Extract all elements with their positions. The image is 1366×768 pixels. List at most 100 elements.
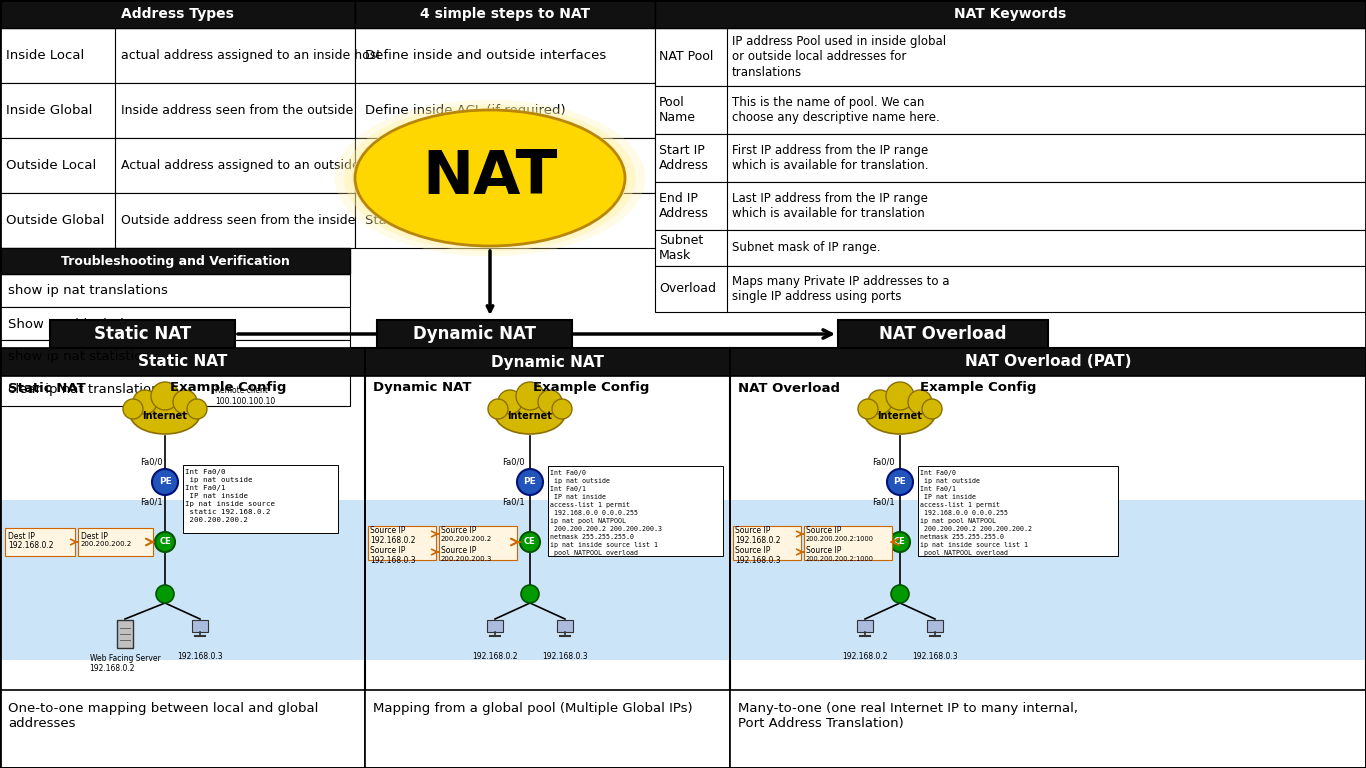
Text: 4 simple steps to NAT: 4 simple steps to NAT xyxy=(419,7,590,21)
Bar xyxy=(0,690,365,768)
Bar xyxy=(0,83,355,138)
Ellipse shape xyxy=(355,110,626,246)
Text: Example Config: Example Config xyxy=(533,382,649,395)
Bar xyxy=(1,500,363,660)
Text: actual address assigned to an inside host: actual address assigned to an inside hos… xyxy=(122,49,381,62)
Text: 192.168.0.0 0.0.0.255: 192.168.0.0 0.0.0.255 xyxy=(550,510,638,516)
Text: Source IP: Source IP xyxy=(735,526,770,535)
Bar xyxy=(837,320,1048,348)
Circle shape xyxy=(922,399,943,419)
Text: show ip nat translations: show ip nat translations xyxy=(8,284,168,297)
Text: NAT: NAT xyxy=(422,148,557,207)
Text: ip nat outside: ip nat outside xyxy=(550,478,611,484)
Text: 192.168.0.0 0.0.0.255: 192.168.0.0 0.0.0.255 xyxy=(919,510,1008,516)
Text: Maps many Private IP addresses to a
single IP address using ports: Maps many Private IP addresses to a sing… xyxy=(732,275,949,303)
Text: Inside Global: Inside Global xyxy=(5,104,93,117)
Circle shape xyxy=(156,585,173,603)
Text: 192.168.0.2: 192.168.0.2 xyxy=(843,652,888,661)
Ellipse shape xyxy=(344,104,635,251)
Circle shape xyxy=(516,382,544,410)
Text: Internet: Internet xyxy=(142,411,187,421)
Text: NAT Overload: NAT Overload xyxy=(738,382,840,395)
Text: NAT Pool: NAT Pool xyxy=(658,51,713,64)
Bar xyxy=(0,193,355,248)
Circle shape xyxy=(516,469,544,495)
Bar xyxy=(0,28,355,83)
Text: Inside address seen from the outside: Inside address seen from the outside xyxy=(122,104,354,117)
Text: NAT Keywords: NAT Keywords xyxy=(955,7,1067,21)
Text: Dynamic NAT: Dynamic NAT xyxy=(490,355,604,369)
Bar xyxy=(367,526,436,560)
Bar xyxy=(0,348,365,376)
Text: Static NAT: Static NAT xyxy=(8,382,86,395)
Text: show ip nat statistics: show ip nat statistics xyxy=(8,350,149,363)
Text: Source IP: Source IP xyxy=(441,546,477,555)
Text: pool NATPOOL overload: pool NATPOOL overload xyxy=(550,550,638,556)
Bar xyxy=(438,526,516,560)
Bar xyxy=(856,620,873,632)
Text: ip nat inside source list 1: ip nat inside source list 1 xyxy=(919,542,1029,548)
Bar xyxy=(0,307,350,340)
Text: Start NAT: Start NAT xyxy=(365,214,428,227)
Bar xyxy=(805,526,892,560)
Bar xyxy=(731,500,1365,660)
Text: Static NAT: Static NAT xyxy=(138,355,227,369)
Bar xyxy=(656,28,1366,86)
Text: clear ip nat translations: clear ip nat translations xyxy=(8,383,167,396)
Text: Source IP: Source IP xyxy=(806,546,841,555)
Bar xyxy=(78,528,153,556)
Text: CE: CE xyxy=(158,538,171,547)
Text: IP nat inside: IP nat inside xyxy=(919,494,975,500)
Text: static 192.168.0.2: static 192.168.0.2 xyxy=(184,509,270,515)
Bar xyxy=(656,230,1366,266)
Bar xyxy=(928,620,943,632)
Text: Troubleshooting and Verification: Troubleshooting and Verification xyxy=(60,254,290,267)
Bar xyxy=(656,266,1366,312)
Bar xyxy=(656,86,1366,134)
Text: 200.200.200.2:1000: 200.200.200.2:1000 xyxy=(806,556,874,562)
Bar xyxy=(729,690,1366,768)
Circle shape xyxy=(154,532,175,552)
Text: Dynamic NAT: Dynamic NAT xyxy=(413,325,535,343)
Text: Start IP
Address: Start IP Address xyxy=(658,144,709,172)
Text: IP nat inside: IP nat inside xyxy=(550,494,607,500)
Bar xyxy=(0,248,350,274)
Bar xyxy=(0,373,350,406)
Bar xyxy=(734,526,800,560)
Text: Source IP: Source IP xyxy=(370,546,406,555)
Text: Internet: Internet xyxy=(508,411,552,421)
Bar xyxy=(557,620,572,632)
Text: This is the name of pool. We can
choose any descriptive name here.: This is the name of pool. We can choose … xyxy=(732,96,940,124)
Text: 192.168.0.3: 192.168.0.3 xyxy=(542,652,587,661)
Bar xyxy=(117,620,133,648)
Text: 192.168.0.2: 192.168.0.2 xyxy=(473,652,518,661)
Text: pool NATPOOL overload: pool NATPOOL overload xyxy=(919,550,1008,556)
Bar xyxy=(729,348,1366,376)
Text: One-to-one mapping between local and global
addresses: One-to-one mapping between local and glo… xyxy=(8,702,318,730)
Text: Fa0/1: Fa0/1 xyxy=(139,498,163,507)
Text: ip nat inside source list 1: ip nat inside source list 1 xyxy=(550,542,658,548)
Text: Dynamic NAT: Dynamic NAT xyxy=(373,382,471,395)
Text: Static NAT: Static NAT xyxy=(94,325,191,343)
Text: Overload: Overload xyxy=(658,283,716,296)
Bar xyxy=(0,340,350,373)
Ellipse shape xyxy=(494,394,566,434)
Text: PE: PE xyxy=(523,478,537,486)
Text: Remote client
100.100.100.10: Remote client 100.100.100.10 xyxy=(214,386,276,406)
Ellipse shape xyxy=(352,108,628,247)
Circle shape xyxy=(520,532,540,552)
Text: Int Fa0/0: Int Fa0/0 xyxy=(184,469,225,475)
Text: netmask 255.255.255.0: netmask 255.255.255.0 xyxy=(550,534,634,540)
Text: Int Fa0/1: Int Fa0/1 xyxy=(550,486,586,492)
Text: Define inside and outside interfaces: Define inside and outside interfaces xyxy=(365,49,607,62)
Text: 200.200.200.2 200.200.200.2: 200.200.200.2 200.200.200.2 xyxy=(919,526,1031,532)
Text: 192.168.0.2: 192.168.0.2 xyxy=(8,541,53,550)
Text: netmask 255.255.255.0: netmask 255.255.255.0 xyxy=(919,534,1004,540)
Bar xyxy=(488,620,503,632)
Text: Outside address seen from the inside: Outside address seen from the inside xyxy=(122,214,355,227)
Bar xyxy=(355,0,656,28)
Text: Fa0/1: Fa0/1 xyxy=(872,498,895,507)
Text: Int Fa0/1: Int Fa0/1 xyxy=(919,486,956,492)
Text: Show run | include nat: Show run | include nat xyxy=(8,317,158,330)
Text: End IP
Address: End IP Address xyxy=(658,192,709,220)
